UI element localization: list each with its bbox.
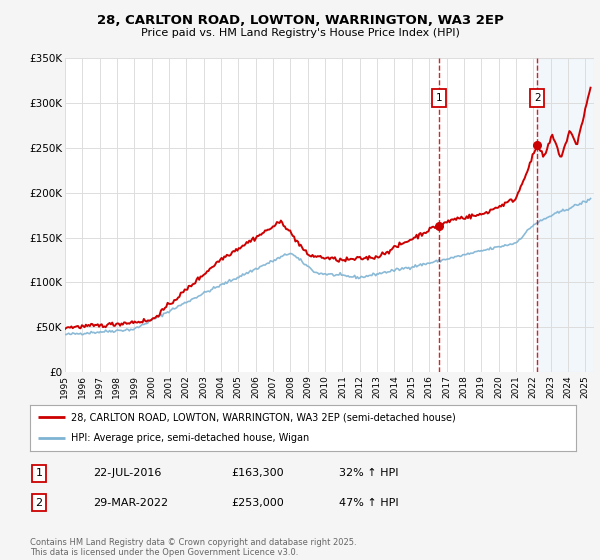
Text: 2: 2 — [35, 498, 43, 508]
Text: 1: 1 — [436, 93, 442, 103]
Text: 47% ↑ HPI: 47% ↑ HPI — [339, 498, 398, 508]
Text: 29-MAR-2022: 29-MAR-2022 — [93, 498, 168, 508]
Text: 28, CARLTON ROAD, LOWTON, WARRINGTON, WA3 2EP (semi-detached house): 28, CARLTON ROAD, LOWTON, WARRINGTON, WA… — [71, 412, 456, 422]
Text: £253,000: £253,000 — [231, 498, 284, 508]
Text: HPI: Average price, semi-detached house, Wigan: HPI: Average price, semi-detached house,… — [71, 433, 309, 444]
Text: 32% ↑ HPI: 32% ↑ HPI — [339, 468, 398, 478]
Text: £163,300: £163,300 — [231, 468, 284, 478]
Text: 28, CARLTON ROAD, LOWTON, WARRINGTON, WA3 2EP: 28, CARLTON ROAD, LOWTON, WARRINGTON, WA… — [97, 14, 503, 27]
Text: Contains HM Land Registry data © Crown copyright and database right 2025.
This d: Contains HM Land Registry data © Crown c… — [30, 538, 356, 557]
Text: 1: 1 — [35, 468, 43, 478]
Text: 2: 2 — [534, 93, 541, 103]
Bar — [538, 58, 594, 372]
Text: Price paid vs. HM Land Registry's House Price Index (HPI): Price paid vs. HM Land Registry's House … — [140, 28, 460, 38]
Text: 22-JUL-2016: 22-JUL-2016 — [93, 468, 161, 478]
